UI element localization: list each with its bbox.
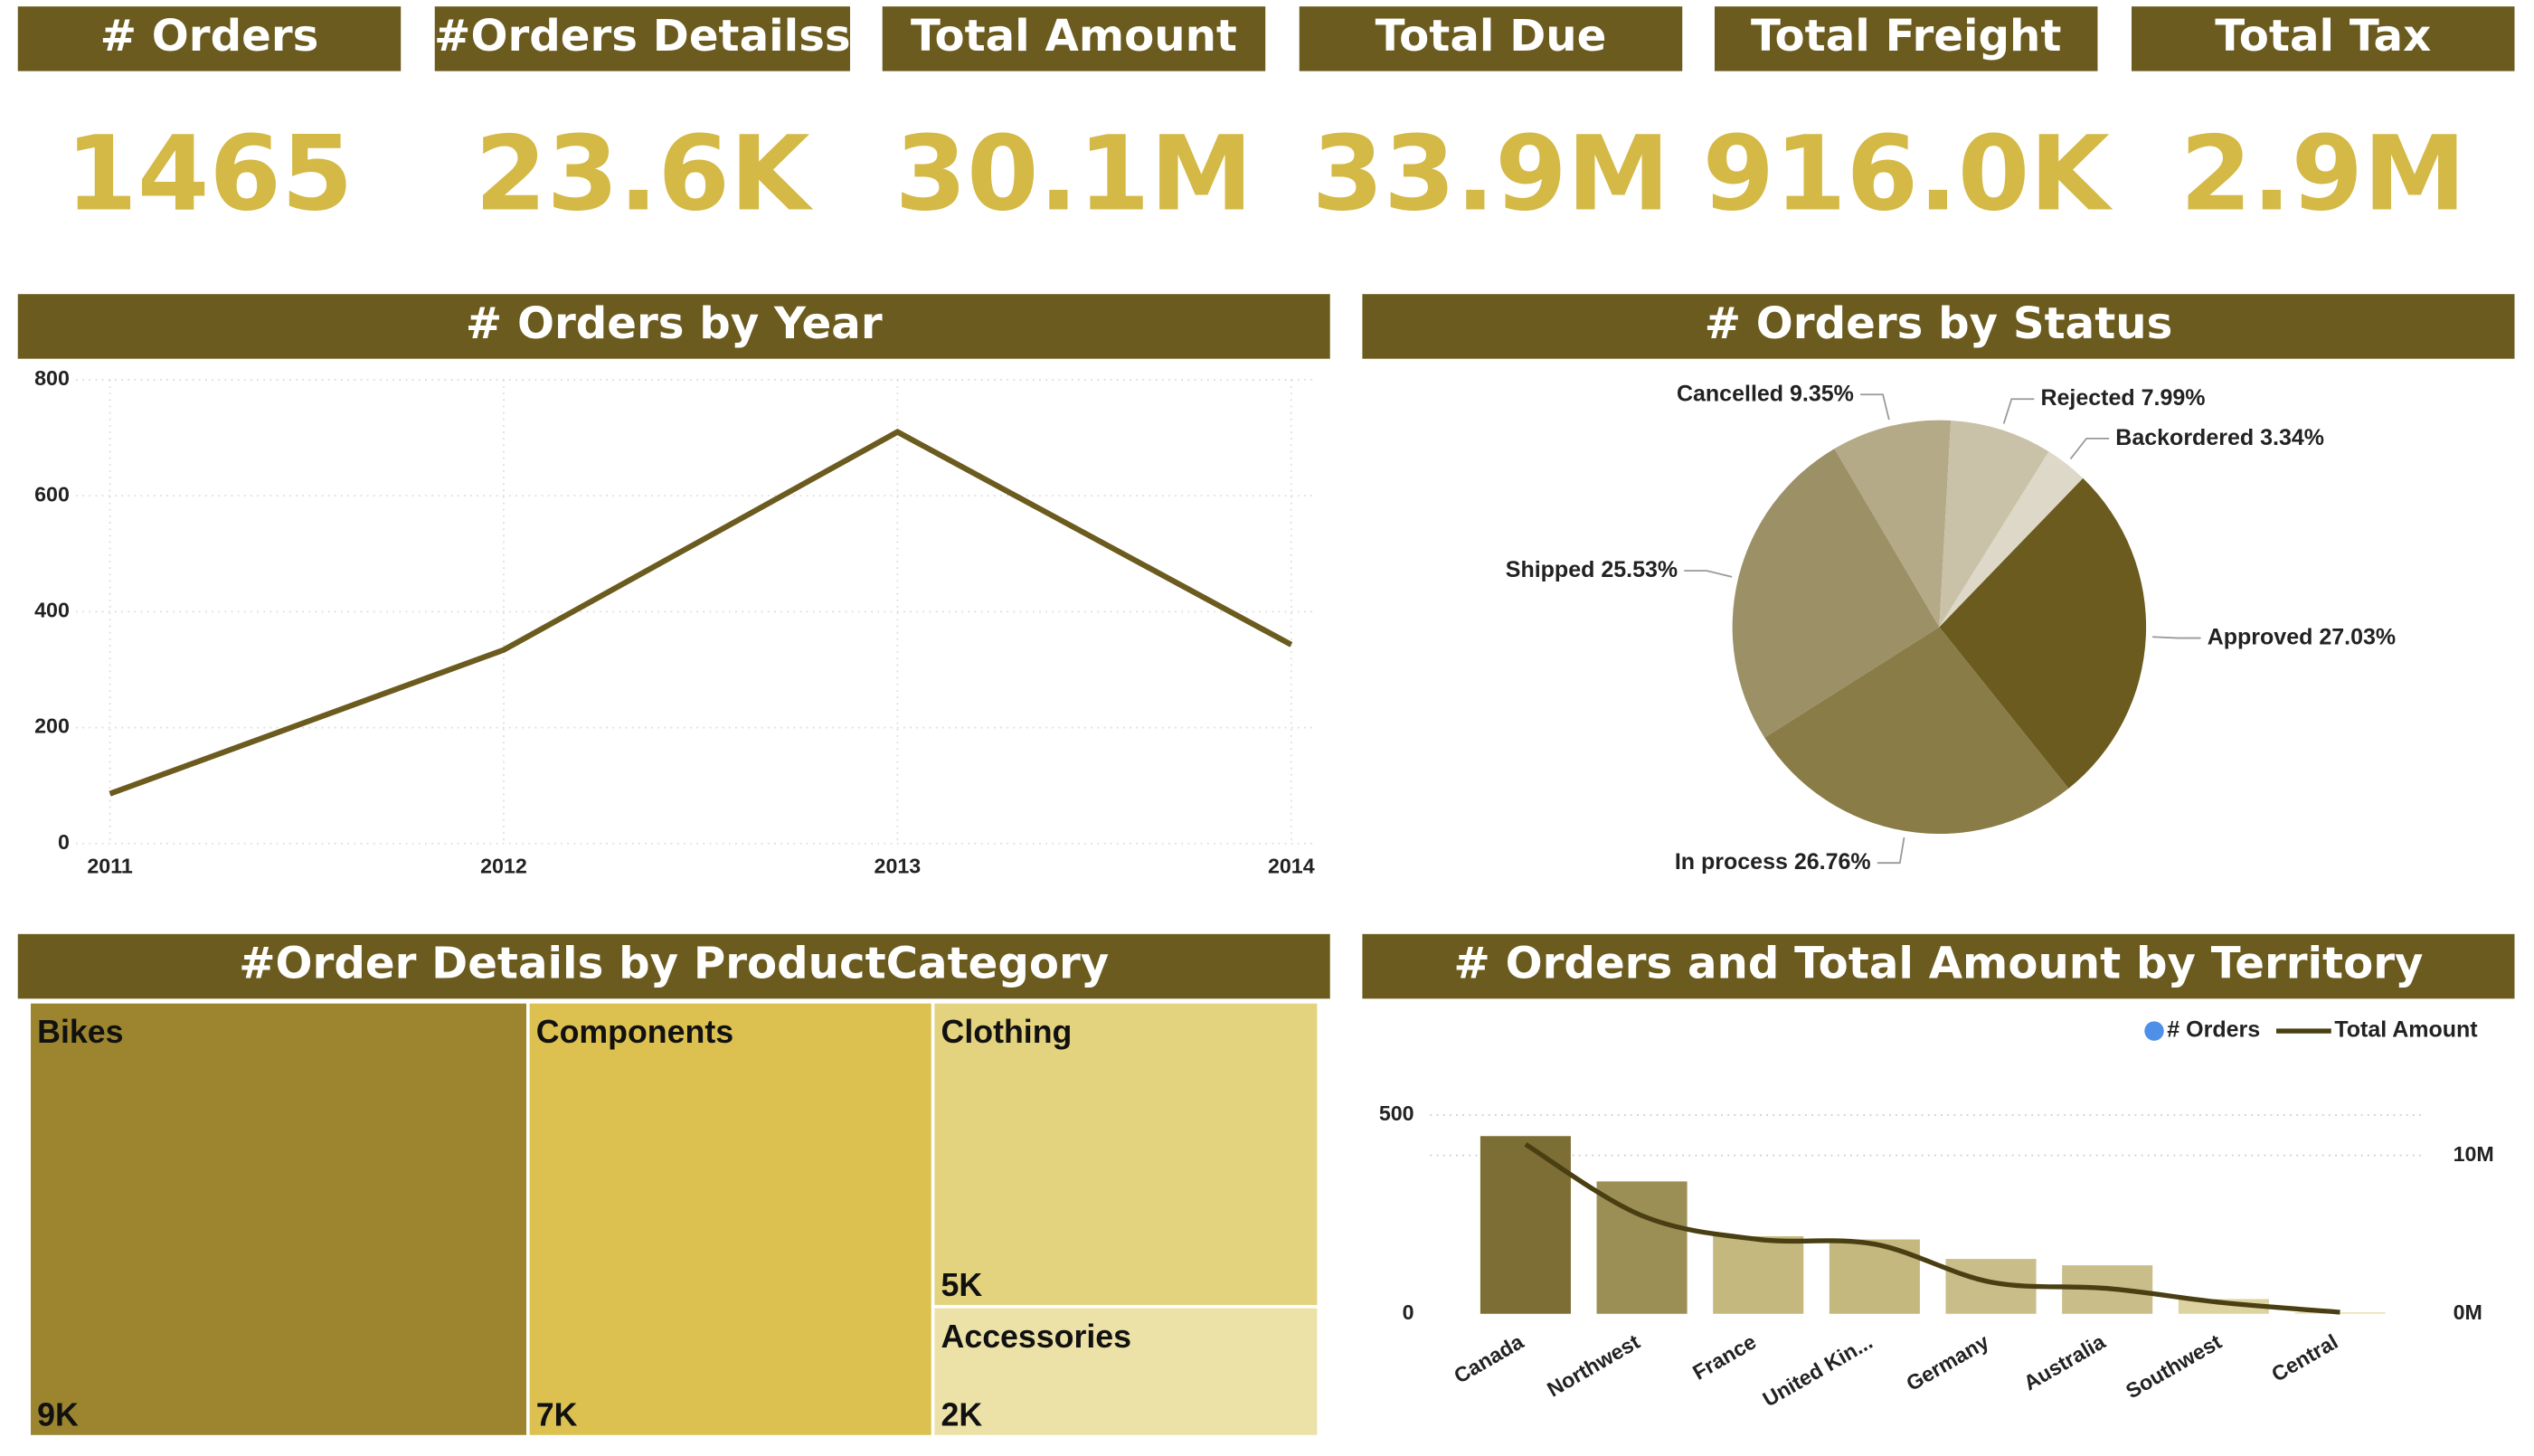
x-tick-label: France xyxy=(1688,1329,1760,1385)
leader-line xyxy=(2002,398,2035,424)
kpi-value: 30.1M xyxy=(894,113,1253,233)
treemap-tile xyxy=(27,1000,530,1439)
slice-value: 27.03% xyxy=(2319,624,2396,649)
slice-value: 3.34% xyxy=(2260,424,2324,449)
slice-value: 9.35% xyxy=(1790,381,1854,406)
slice-value: 26.76% xyxy=(1794,849,1871,875)
panel-title: Total Due xyxy=(1376,11,1607,61)
x-tick-label: 2014 xyxy=(1268,855,1315,878)
y-tick-label: 200 xyxy=(34,714,70,738)
tile-value: 5K xyxy=(941,1267,983,1303)
pie-slice xyxy=(1764,627,2069,835)
panel-title: # Orders by Year xyxy=(466,298,883,349)
bar xyxy=(2294,1311,2386,1314)
pie-slice xyxy=(1939,451,2084,628)
panel-title: # Orders and Total Amount by Territory xyxy=(1453,939,2423,989)
panel-header xyxy=(434,6,850,71)
y2-tick-label: 0M xyxy=(2454,1300,2482,1324)
legend-marker xyxy=(2144,1021,2164,1041)
slice-label: Shipped 25.53% xyxy=(1506,557,1678,582)
tile-value: 9K xyxy=(37,1397,79,1433)
treemap-tile xyxy=(931,1305,1320,1439)
line-series xyxy=(1524,1142,2340,1315)
slice-category: Rejected xyxy=(2040,385,2134,411)
x-tick-label: United Kin... xyxy=(1759,1329,1877,1411)
x-tick-label: Canada xyxy=(1450,1329,1528,1388)
kpi-value: 916.0K xyxy=(1703,113,2114,233)
panel-title: #Order Details by ProductCategory xyxy=(239,939,1109,989)
y-tick-label: 400 xyxy=(34,598,70,621)
panel-header xyxy=(1714,6,2098,71)
panel-header xyxy=(17,933,1330,999)
slice-value: 7.99% xyxy=(2142,385,2206,411)
panel-header xyxy=(1362,294,2515,359)
x-tick-label: Australia xyxy=(2019,1329,2110,1395)
y-tick-label: 0 xyxy=(1403,1300,1414,1324)
slice-category: Cancelled xyxy=(1677,381,1783,406)
y-tick-label: 0 xyxy=(58,830,70,854)
slice-category: Backordered xyxy=(2115,424,2254,449)
slice-category: Shipped xyxy=(1506,557,1595,582)
x-tick-label: 2011 xyxy=(87,855,132,878)
tile-value: 2K xyxy=(941,1397,983,1433)
x-tick-label: 2013 xyxy=(875,855,922,878)
kpi-value: 33.9M xyxy=(1312,113,1670,233)
y-tick-label: 800 xyxy=(34,366,70,390)
slice-label: Backordered 3.34% xyxy=(2115,424,2324,449)
slice-label: Rejected 7.99% xyxy=(2040,385,2205,411)
pie-slice xyxy=(1834,420,1952,628)
pie-slice xyxy=(1732,449,1940,738)
tile-category: Bikes xyxy=(37,1014,123,1050)
x-tick-label: Germany xyxy=(1902,1329,1992,1395)
bar xyxy=(1596,1181,1688,1314)
tile-category: Components xyxy=(536,1014,733,1050)
panel-header xyxy=(17,6,402,71)
panel-header xyxy=(1299,6,1683,71)
slice-label: Approved 27.03% xyxy=(2208,624,2396,649)
pie-slice xyxy=(1939,420,2049,628)
panel-header xyxy=(882,6,1266,71)
y2-tick-label: 10M xyxy=(2454,1142,2494,1166)
tile-category: Accessories xyxy=(941,1319,1132,1355)
y-tick-label: 500 xyxy=(1379,1101,1414,1125)
slice-label: In process 26.76% xyxy=(1675,849,1871,875)
x-tick-label: Central xyxy=(2267,1329,2341,1386)
x-tick-label: Southwest xyxy=(2122,1329,2226,1403)
legend-label: Total Amount xyxy=(2334,1017,2478,1043)
kpi-value: 2.9M xyxy=(2180,113,2466,233)
tile-value: 7K xyxy=(536,1397,578,1433)
y-tick-label: 600 xyxy=(34,482,70,506)
tile-category: Clothing xyxy=(941,1014,1073,1050)
x-tick-label: Northwest xyxy=(1543,1329,1644,1401)
slice-category: Approved xyxy=(2208,624,2313,649)
leader-line xyxy=(2151,636,2201,639)
slice-category: In process xyxy=(1675,849,1788,875)
kpi-value: 1465 xyxy=(65,113,353,233)
line-series xyxy=(109,429,1293,797)
legend-label: # Orders xyxy=(2167,1017,2260,1043)
slice-label: Cancelled 9.35% xyxy=(1677,381,1854,406)
leader-line xyxy=(1877,837,1905,865)
leader-line xyxy=(1860,393,1890,421)
panel-title: Total Freight xyxy=(1751,11,2061,61)
panel-title: Total Tax xyxy=(2215,11,2431,61)
treemap-tile xyxy=(526,1000,935,1439)
leader-line xyxy=(2069,437,2110,459)
bar xyxy=(1713,1236,1804,1314)
panel-header xyxy=(1362,933,2515,999)
panel-header xyxy=(2131,6,2515,71)
leader-line xyxy=(1684,570,1733,578)
kpi-value: 23.6K xyxy=(475,113,814,233)
panel-title: # Orders xyxy=(100,11,319,61)
panel-title: #Orders Detailss xyxy=(434,11,851,61)
pie-slice xyxy=(1939,477,2147,789)
panel-title: Total Amount xyxy=(911,11,1237,61)
panel-header xyxy=(17,294,1330,359)
slice-value: 25.53% xyxy=(1601,557,1678,582)
panel-title: # Orders by Status xyxy=(1705,298,2173,349)
x-tick-label: 2012 xyxy=(480,855,527,878)
